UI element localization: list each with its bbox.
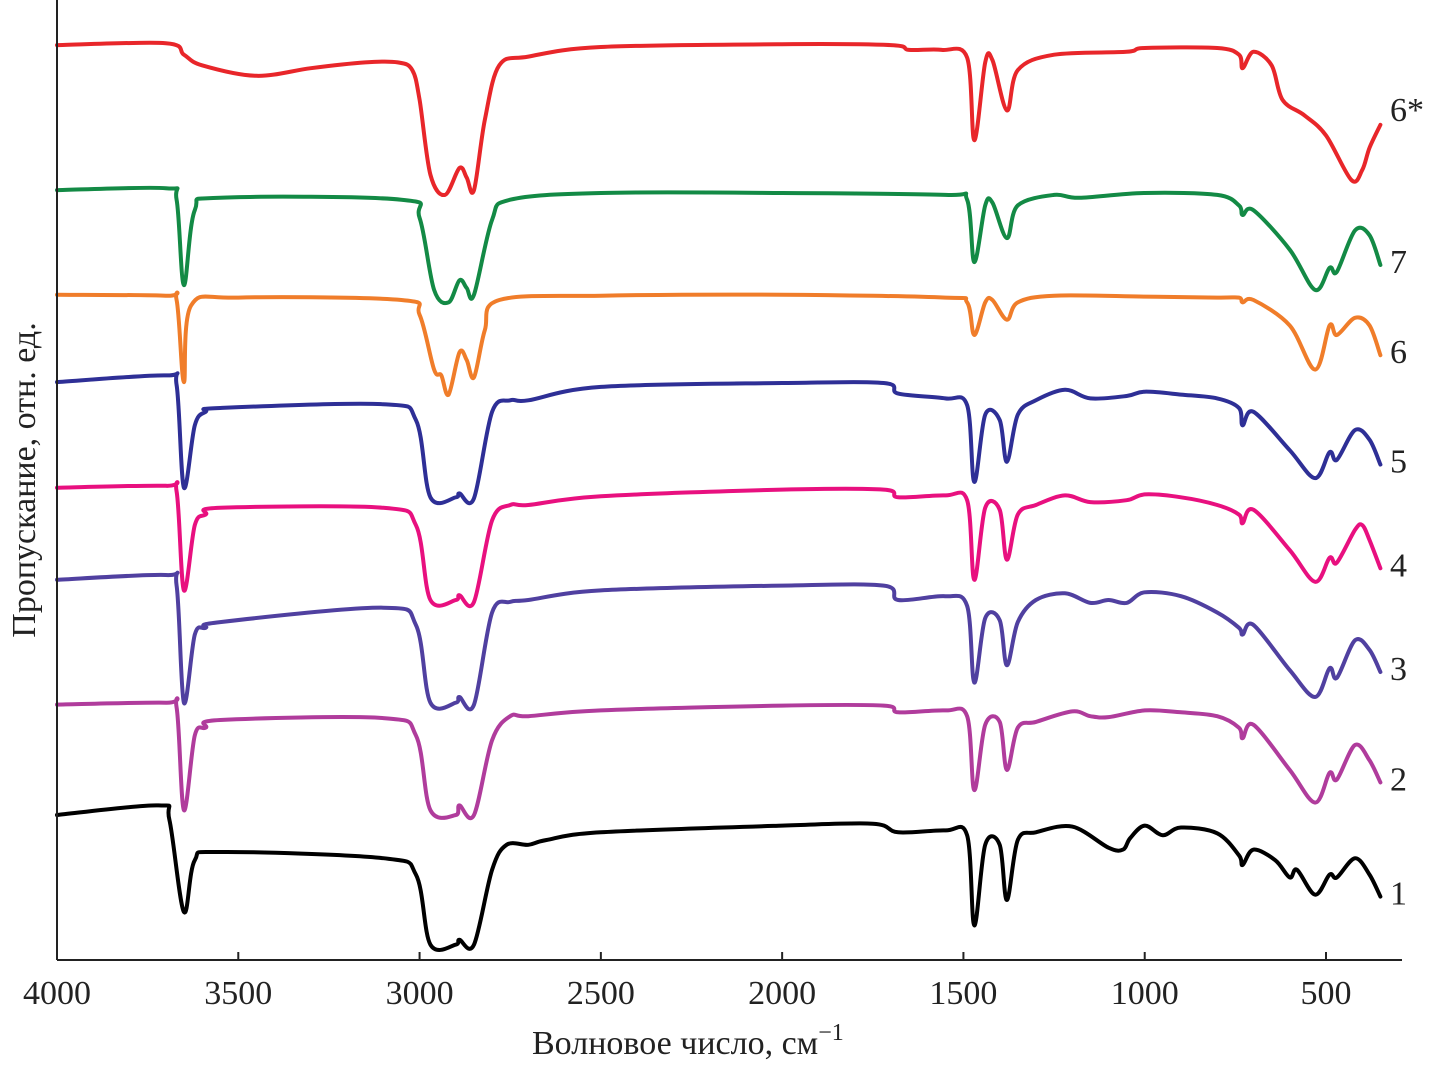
series-line-2 xyxy=(55,696,1383,821)
series-label-4: 4 xyxy=(1390,547,1407,584)
series-labels: 1 2 3 4 5 6 7 6* xyxy=(1390,92,1424,913)
x-tick-label: 1500 xyxy=(929,975,997,1012)
series-line-1 xyxy=(55,803,1383,952)
series-line-7 xyxy=(55,185,1383,306)
x-tick-label: 3000 xyxy=(386,975,454,1012)
x-axis-title-superscript: −1 xyxy=(818,1020,844,1046)
series-label-3: 3 xyxy=(1390,651,1407,688)
x-tick-label: 4000 xyxy=(23,975,91,1012)
series-layer xyxy=(55,40,1383,952)
series-label-2: 2 xyxy=(1390,761,1407,798)
series-line-6star xyxy=(55,40,1383,197)
x-ticks: 4000 3500 3000 2500 2000 1500 1000 500 xyxy=(23,952,1352,1012)
x-tick-label: 2500 xyxy=(567,975,635,1012)
series-label-7: 7 xyxy=(1390,244,1407,281)
series-line-4 xyxy=(55,480,1383,609)
x-tick-label: 3500 xyxy=(204,975,272,1012)
x-tick-label: 1000 xyxy=(1111,975,1179,1012)
series-label-1: 1 xyxy=(1390,876,1407,913)
x-tick-label: 500 xyxy=(1301,975,1352,1012)
series-label-6star: 6* xyxy=(1390,92,1424,129)
series-line-6 xyxy=(55,290,1383,398)
y-axis-title: Пропускание, отн. ед. xyxy=(6,322,43,637)
series-label-5: 5 xyxy=(1390,444,1407,481)
x-axis-title: Волновое число, см−1 xyxy=(532,1020,844,1062)
x-tick-label: 2000 xyxy=(748,975,816,1012)
series-label-6: 6 xyxy=(1390,334,1407,371)
series-line-3 xyxy=(55,570,1383,712)
series-line-5 xyxy=(55,371,1383,506)
